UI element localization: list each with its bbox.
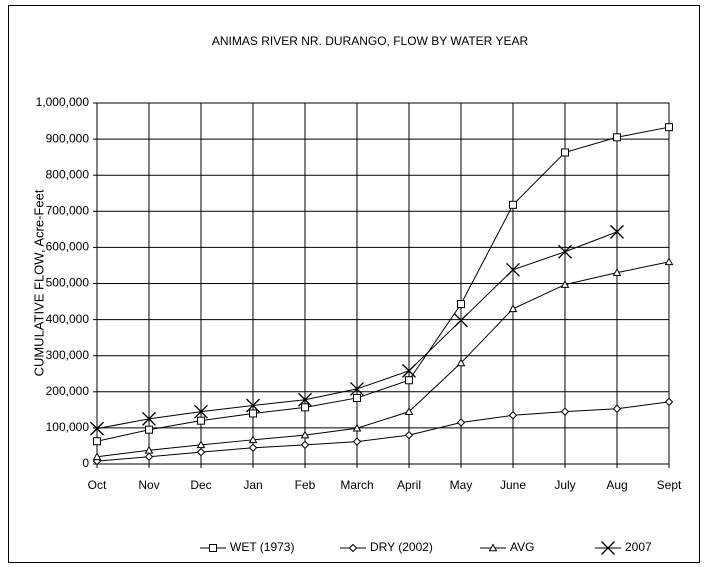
x-tick-label: May: [450, 478, 473, 492]
data-point: [145, 425, 153, 434]
data-point: [509, 200, 517, 209]
data-point: [93, 437, 101, 446]
x-tick-label: Dec: [190, 478, 211, 492]
series-line: [96, 261, 670, 458]
y-tick-label: 600,000: [46, 240, 90, 254]
data-point: [404, 407, 414, 415]
y-tick-label: 300,000: [46, 348, 90, 362]
y-tick-label: 700,000: [46, 203, 90, 217]
data-point: [560, 407, 570, 416]
legend-marker: [209, 544, 217, 552]
legend-label: 2007: [625, 540, 652, 554]
data-point: [404, 430, 414, 440]
data-point: [612, 404, 622, 413]
data-point: [92, 452, 102, 461]
legend-marker: [601, 541, 615, 555]
data-point: [248, 443, 258, 452]
data-point: [90, 421, 104, 436]
x-tick-label: Feb: [295, 478, 316, 492]
data-point: [142, 411, 156, 426]
data-point: [246, 398, 260, 413]
data-point: [248, 435, 258, 444]
y-tick-label: 1,000,000: [36, 95, 90, 109]
y-tick-label: 0: [82, 456, 89, 470]
data-point: [506, 262, 520, 277]
legend-marker: [348, 543, 358, 553]
data-point: [144, 445, 154, 454]
y-tick-label: 900,000: [46, 131, 90, 145]
data-point: [196, 447, 206, 457]
data-point: [665, 123, 673, 132]
x-tick-label: Nov: [138, 478, 159, 492]
data-point: [405, 376, 413, 385]
data-point: [353, 393, 361, 402]
series-line: [96, 126, 670, 442]
data-point: [456, 418, 466, 427]
data-point: [558, 244, 572, 259]
data-point: [350, 381, 364, 396]
data-point: [196, 440, 206, 449]
legend-marker: [488, 543, 498, 552]
x-tick-label: March: [340, 478, 373, 492]
data-point: [298, 392, 312, 407]
x-tick-label: June: [500, 478, 526, 492]
series-line: [96, 401, 670, 462]
data-point: [612, 268, 622, 276]
x-tick-label: Aug: [606, 478, 627, 492]
data-point: [300, 440, 310, 450]
data-point: [508, 304, 518, 313]
data-point: [300, 430, 310, 439]
y-axis-label: CUMULATIVE FLOW, Acre-Feet: [31, 189, 46, 376]
data-point: [402, 363, 416, 378]
data-point: [508, 411, 518, 420]
data-point: [560, 280, 570, 288]
x-tick-label: Sept: [657, 478, 682, 492]
data-point: [454, 313, 468, 328]
data-point: [664, 257, 674, 266]
y-tick-label: 500,000: [46, 276, 90, 290]
data-point: [664, 397, 674, 407]
data-point: [352, 437, 362, 446]
data-point: [610, 224, 624, 239]
y-tick-label: 100,000: [46, 420, 90, 434]
chart-title: ANIMAS RIVER NR. DURANGO, FLOW BY WATER …: [212, 34, 529, 48]
y-tick-label: 200,000: [46, 384, 90, 398]
x-tick-label: Jan: [243, 478, 262, 492]
x-tick-label: Oct: [88, 478, 107, 492]
x-tick-label: July: [554, 478, 575, 492]
data-point: [352, 423, 362, 432]
data-point: [457, 300, 465, 309]
data-point: [194, 404, 208, 419]
legend-label: DRY (2002): [370, 540, 433, 554]
data-point: [301, 403, 309, 412]
x-tick-label: April: [397, 478, 421, 492]
legend-label: WET (1973): [230, 540, 294, 554]
data-point: [613, 133, 621, 142]
data-point: [144, 452, 154, 461]
data-point: [197, 416, 205, 425]
data-point: [561, 148, 569, 157]
data-point: [249, 409, 257, 418]
y-tick-label: 800,000: [46, 167, 90, 181]
legend-label: AVG: [510, 540, 534, 554]
data-point: [456, 358, 466, 367]
y-tick-label: 400,000: [46, 312, 90, 326]
